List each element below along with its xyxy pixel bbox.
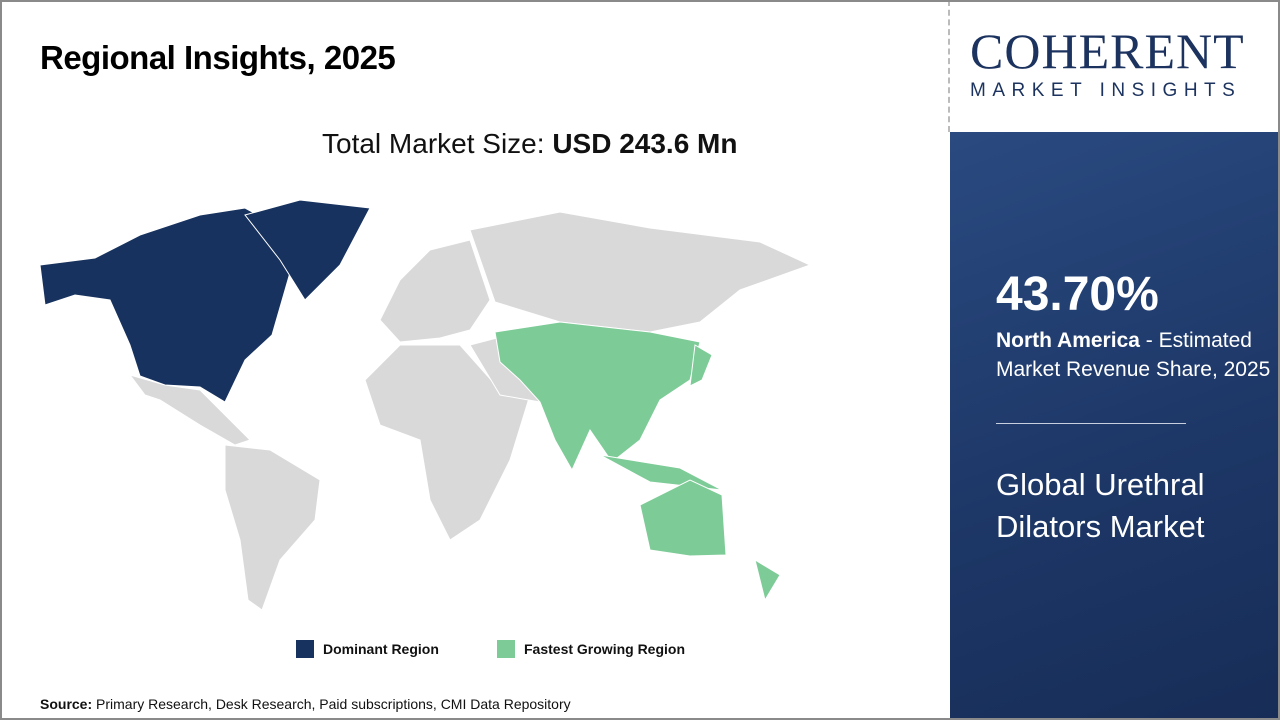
- total-market-size: Total Market Size: USD 243.6 Mn: [322, 126, 737, 162]
- share-description: North America - Estimated Market Revenue…: [996, 326, 1276, 384]
- legend-dominant: Dominant Region: [296, 640, 439, 658]
- region-russia: [469, 211, 812, 333]
- region-australia: [639, 479, 727, 557]
- region-latin-america-central: [128, 374, 251, 446]
- region-south-america: [224, 444, 321, 611]
- source-text: Primary Research, Desk Research, Paid su…: [92, 696, 571, 712]
- legend-swatch: [497, 640, 515, 658]
- region-africa: [364, 344, 531, 541]
- legend-label: Dominant Region: [323, 641, 439, 657]
- region-greenland: [244, 199, 371, 301]
- share-desc-text: - Estimated Market Revenue Share, 2025: [996, 329, 1271, 381]
- legend-label: Fastest Growing Region: [524, 641, 686, 657]
- logo-text: COHERENT: [970, 23, 1245, 79]
- info-panel: 43.70% North America - Estimated Market …: [950, 132, 1280, 720]
- region-japan: [689, 344, 713, 387]
- company-logo: COHERENT MARKET INSIGHTS: [950, 0, 1280, 132]
- source-label: Source:: [40, 696, 93, 712]
- total-value: USD 243.6 Mn: [552, 128, 738, 159]
- page-title: Regional Insights, 2025: [40, 39, 396, 76]
- region-name: North America: [996, 329, 1140, 352]
- total-label: Total Market Size:: [322, 128, 553, 159]
- region-europe: [379, 239, 491, 343]
- share-value: 43.70%: [996, 268, 1159, 321]
- legend-swatch: [296, 640, 314, 658]
- region-north-america: [39, 207, 301, 403]
- region-new-zealand: [754, 558, 781, 602]
- legend-fastest: Fastest Growing Region: [497, 640, 685, 658]
- divider: [948, 0, 950, 132]
- market-name: Global Urethral Dilators Market: [996, 467, 1205, 544]
- region-indonesia: [599, 454, 723, 491]
- logo-subtext: MARKET INSIGHTS: [970, 80, 1242, 101]
- source-note: Source: Primary Research, Desk Research,…: [40, 695, 571, 713]
- panel-divider: [996, 423, 1186, 424]
